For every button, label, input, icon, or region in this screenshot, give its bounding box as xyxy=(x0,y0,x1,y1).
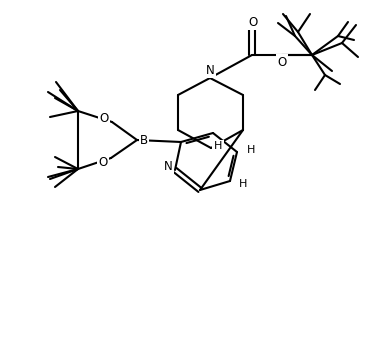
Text: N: N xyxy=(164,160,172,173)
Text: B: B xyxy=(140,134,148,147)
Text: O: O xyxy=(277,55,286,68)
Text: N: N xyxy=(205,63,214,76)
Text: H: H xyxy=(239,179,247,189)
Text: O: O xyxy=(99,111,109,125)
Text: O: O xyxy=(98,156,108,168)
Text: H: H xyxy=(214,141,222,151)
Text: H: H xyxy=(247,145,255,155)
Text: O: O xyxy=(248,16,258,29)
